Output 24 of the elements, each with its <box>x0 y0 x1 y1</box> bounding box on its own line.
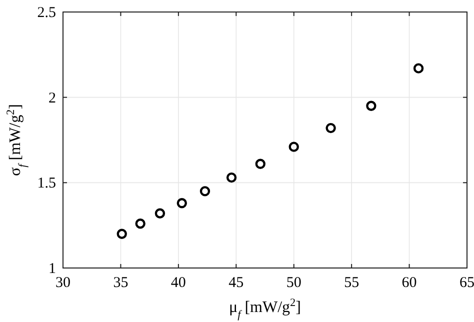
point <box>413 63 424 74</box>
x-tick-label: 35 <box>113 275 128 291</box>
x-axis-title: μ$_{f}$ [mW/g$^{2}$] <box>229 297 301 321</box>
point <box>366 100 376 111</box>
point <box>288 142 299 152</box>
point <box>116 228 127 239</box>
x-tick-label: 45 <box>228 275 244 291</box>
x-tick-label: 55 <box>344 275 360 291</box>
x-tick-label: 50 <box>286 275 302 291</box>
y-tick-label: 1.5 <box>37 176 56 192</box>
point <box>154 208 166 218</box>
point <box>255 158 266 169</box>
x-tick-label: 40 <box>170 275 186 291</box>
y-tick-label: 1 <box>48 261 56 277</box>
point <box>226 172 237 183</box>
y-tick-label: 2.5 <box>37 5 56 21</box>
point <box>176 198 187 208</box>
x-tick-label: 65 <box>460 275 474 291</box>
x-tick-label: 30 <box>56 275 70 291</box>
y-tick-label: 2 <box>48 90 56 106</box>
point <box>200 186 210 196</box>
point <box>326 122 336 134</box>
point <box>135 218 146 229</box>
x-tick-label: 60 <box>402 275 417 291</box>
